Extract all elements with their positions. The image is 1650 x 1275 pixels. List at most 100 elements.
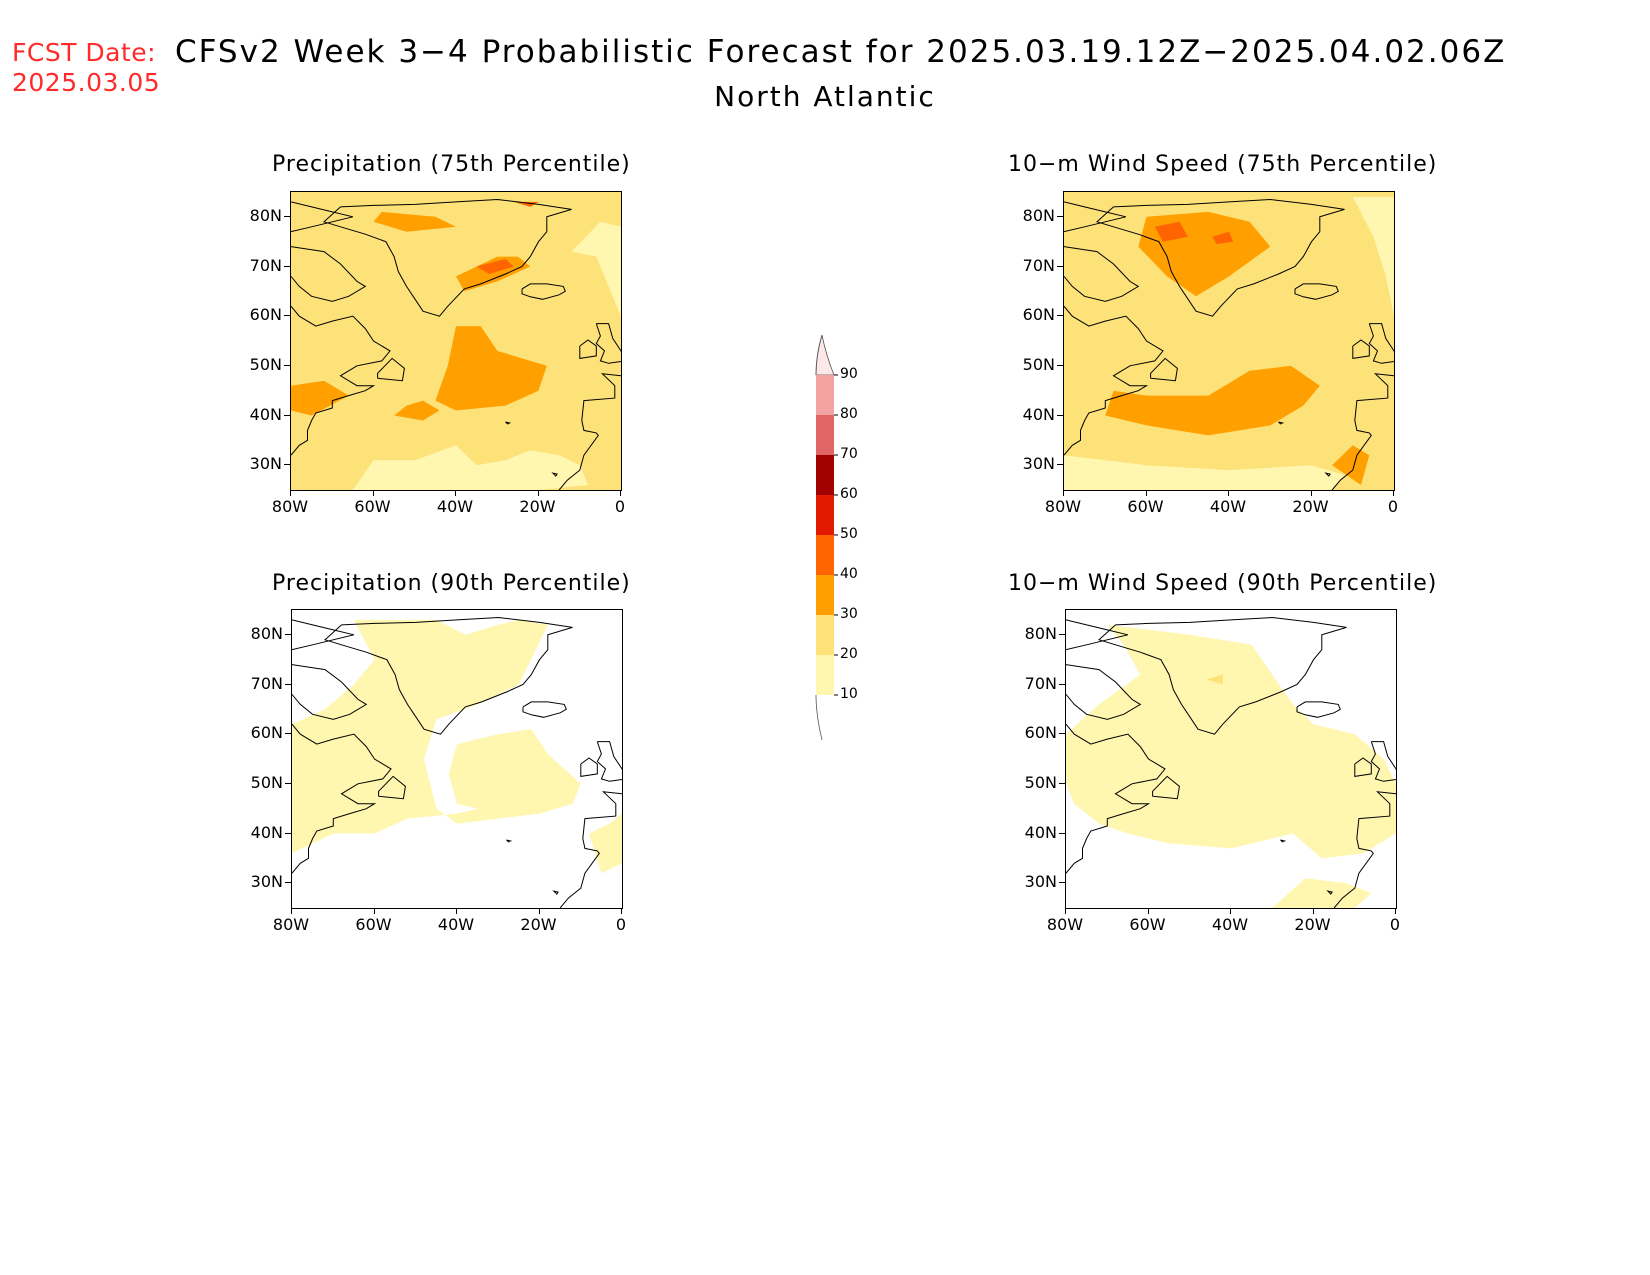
lon-tick — [537, 490, 539, 496]
britain-coast — [596, 741, 622, 782]
lon-label: 0 — [1387, 497, 1399, 516]
forecast-date-block: FCST Date: 2025.03.05 — [12, 38, 160, 98]
lon-label: 40W — [436, 497, 474, 516]
iceland-coast — [1294, 283, 1339, 300]
baffin-coast — [291, 246, 367, 302]
lon-tick — [1310, 490, 1312, 496]
shade-30-40-west — [291, 380, 349, 416]
lon-label: 80W — [271, 497, 309, 516]
azores-islands — [1280, 839, 1287, 843]
lon-tick — [1147, 908, 1149, 914]
lat-label: 50N — [249, 354, 282, 374]
lat-tick — [1057, 265, 1063, 267]
lat-tick — [285, 882, 291, 884]
lon-tick — [1393, 490, 1394, 496]
ellesmere-coast — [1066, 619, 1129, 651]
lat-label: 30N — [249, 454, 282, 474]
map-svg — [291, 192, 621, 490]
colorbar-label: 90 — [840, 366, 858, 382]
baffin-coast — [292, 664, 368, 720]
lon-tick — [1312, 908, 1314, 914]
ireland-coast — [579, 339, 597, 359]
colorbar-label: 50 — [840, 526, 858, 542]
ellesmere-coast — [1064, 201, 1127, 233]
lat-label: 30N — [1024, 872, 1057, 892]
shade-10-20-ne — [571, 221, 621, 317]
lat-label: 60N — [1022, 305, 1055, 325]
lat-label: 80N — [1022, 205, 1055, 225]
britain-coast — [595, 323, 621, 364]
lon-label: 40W — [437, 915, 475, 934]
colorbar-segment — [816, 535, 834, 575]
colorbar-segment — [816, 375, 834, 415]
iceland-coast — [522, 701, 567, 718]
colorbar-top-cap — [815, 334, 835, 376]
newfoundland-coast — [377, 357, 405, 382]
lon-label: 0 — [614, 497, 626, 516]
lat-tick — [1057, 315, 1063, 317]
map-panel-precipitation-90th — [291, 609, 623, 909]
newfoundland-coast — [378, 775, 406, 800]
newfoundland-coast — [1152, 775, 1180, 800]
lon-tick — [290, 490, 291, 496]
colorbar-segment — [816, 455, 834, 495]
azores-islands — [506, 839, 513, 843]
lon-tick — [455, 490, 456, 496]
britain-coast — [1368, 323, 1394, 364]
lat-tick — [284, 215, 290, 217]
lat-tick — [285, 782, 291, 784]
lat-label: 60N — [1024, 723, 1057, 743]
lat-tick — [284, 265, 290, 267]
lon-tick — [1228, 490, 1229, 496]
lon-label: 40W — [1211, 915, 1249, 934]
lon-tick — [1230, 908, 1231, 914]
colorbar-label: 70 — [840, 446, 858, 462]
iberia-africa-coast — [1331, 373, 1394, 490]
lon-tick — [372, 490, 374, 496]
lon-label: 80W — [1044, 497, 1082, 516]
lat-tick — [1057, 215, 1063, 217]
lat-label: 60N — [250, 723, 283, 743]
lat-label: 70N — [1024, 673, 1057, 693]
colorbar-label: 80 — [840, 406, 858, 422]
map-svg — [1064, 192, 1394, 490]
lon-tick — [1395, 908, 1396, 914]
lon-tick — [1063, 490, 1064, 496]
north-america-coast — [292, 723, 392, 874]
colorbar-segment — [816, 615, 834, 655]
lon-label: 80W — [272, 915, 310, 934]
colorbar-segment — [816, 495, 834, 535]
shade-30-40-center — [435, 326, 547, 411]
lat-tick — [284, 464, 290, 466]
lon-label: 20W — [1294, 915, 1331, 934]
azores-islands — [1278, 421, 1285, 425]
lat-label: 40N — [1022, 404, 1055, 424]
map-svg — [292, 616, 622, 908]
ellesmere-coast — [291, 201, 354, 233]
lat-tick — [285, 683, 291, 685]
lon-tick — [456, 908, 457, 914]
canary-islands — [1324, 472, 1331, 477]
iberia-africa-coast — [1333, 791, 1396, 908]
panel-title-3: Precipitation (90th Percentile) — [272, 571, 631, 596]
canary-islands — [551, 472, 558, 477]
lat-label: 50N — [1022, 354, 1055, 374]
page-subtitle: North Atlantic — [714, 80, 936, 113]
lat-label: 30N — [1022, 454, 1055, 474]
fcst-date-label: FCST Date: — [12, 38, 157, 67]
lat-tick — [1057, 464, 1063, 466]
shade-10-20-main — [1066, 624, 1396, 859]
baffin-coast — [1066, 664, 1142, 720]
lat-label: 40N — [249, 404, 282, 424]
colorbar-label: 30 — [840, 606, 858, 622]
shade-30-40-center — [1105, 365, 1320, 436]
azores-islands — [505, 421, 512, 425]
lat-tick — [1059, 733, 1065, 735]
lon-label: 20W — [1292, 497, 1329, 516]
lat-label: 30N — [250, 872, 283, 892]
lat-label: 80N — [249, 205, 282, 225]
lon-label: 80W — [1046, 915, 1084, 934]
colorbar-segment — [816, 415, 834, 455]
lat-label: 80N — [1024, 623, 1057, 643]
greenland-coast — [1096, 198, 1345, 317]
